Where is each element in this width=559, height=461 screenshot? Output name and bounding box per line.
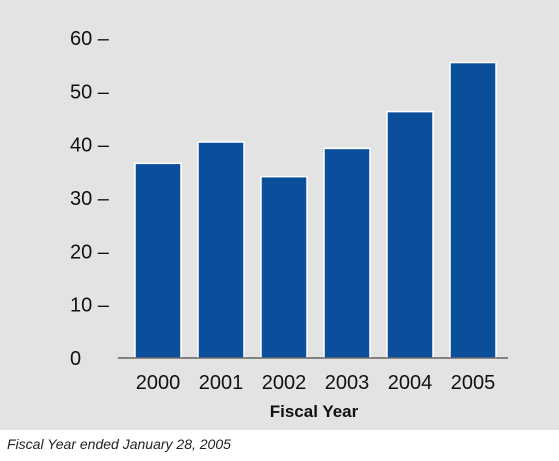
bar xyxy=(323,147,371,359)
y-tick-label: 30 – xyxy=(70,188,110,210)
bar xyxy=(134,162,182,359)
y-tick-label: 40 – xyxy=(70,135,110,157)
x-tick-label: 2002 xyxy=(262,372,307,394)
bar-series xyxy=(134,61,497,359)
bar xyxy=(386,110,434,359)
x-tick-label: 2005 xyxy=(451,372,496,394)
x-axis-title: Fiscal Year xyxy=(270,402,359,421)
y-tick-label: 60 – xyxy=(70,28,110,50)
x-tick-label: 2003 xyxy=(325,372,370,394)
y-tick-label: 50 – xyxy=(70,81,110,103)
bar xyxy=(197,141,245,359)
footnote: Fiscal Year ended January 28, 2005 xyxy=(7,436,231,452)
y-axis-ticks: 0 10 – 20 – 30 – 40 – 50 – 60 – xyxy=(70,28,110,370)
x-tick-label: 2001 xyxy=(199,372,244,394)
y-tick-label: 20 – xyxy=(70,241,110,263)
x-axis-tick-labels: 2000 2001 2002 2003 2004 2005 xyxy=(136,372,496,394)
chart-panel: 010 –20 –30 –40 –50 –60 – 2000 2001 2002 20… xyxy=(0,0,559,430)
y-tick-label: 0 xyxy=(70,348,81,370)
bar xyxy=(260,175,308,359)
bar xyxy=(449,61,497,359)
y-tick-label: 10 – xyxy=(70,295,110,317)
x-tick-label: 2004 xyxy=(388,372,433,394)
x-tick-label: 2000 xyxy=(136,372,181,394)
